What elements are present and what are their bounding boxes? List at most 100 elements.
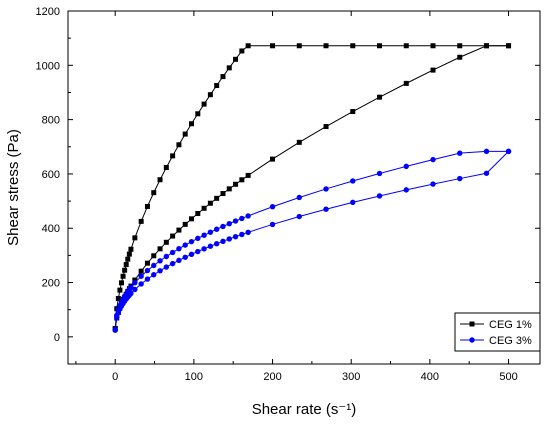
- data-point-circle: [403, 163, 409, 170]
- data-point-square: [220, 191, 226, 197]
- data-point-square: [138, 268, 144, 274]
- data-point-square: [403, 80, 409, 86]
- y-tick-label: 1000: [36, 60, 60, 72]
- data-point-circle: [163, 253, 170, 260]
- data-point-square: [132, 235, 138, 241]
- y-tick-label: 1200: [36, 6, 60, 18]
- data-point-square: [323, 43, 329, 49]
- data-point-circle: [245, 213, 251, 219]
- data-point-square: [457, 43, 463, 49]
- data-point-square: [151, 253, 157, 259]
- data-point-circle: [176, 245, 182, 252]
- data-point-square: [377, 43, 383, 49]
- data-point-square: [170, 153, 176, 159]
- legend-marker-circle: [469, 337, 475, 343]
- data-point-square: [182, 131, 188, 137]
- data-point-square: [195, 111, 201, 117]
- data-point-circle: [182, 254, 188, 260]
- data-point-circle: [505, 148, 512, 155]
- series-line-1-up: [114, 45, 509, 329]
- data-point-circle: [226, 220, 232, 227]
- data-point-square: [377, 94, 383, 100]
- data-point-square: [195, 210, 201, 216]
- data-point-circle: [115, 309, 122, 316]
- data-point-circle: [296, 213, 302, 220]
- data-point-circle: [232, 233, 239, 240]
- data-point-circle: [232, 218, 239, 224]
- data-point-circle: [132, 286, 138, 293]
- legend-label: CEG 1%: [489, 319, 532, 331]
- data-point-square: [226, 65, 232, 71]
- data-point-circle: [245, 229, 251, 236]
- data-point-circle: [323, 206, 329, 212]
- data-point-square: [430, 43, 436, 49]
- data-point-circle: [201, 246, 207, 252]
- data-point-square: [484, 43, 490, 49]
- data-point-square: [151, 190, 157, 196]
- data-point-circle: [169, 249, 176, 256]
- data-point-circle: [207, 243, 214, 249]
- series-line-1-down: [114, 45, 509, 329]
- data-point-circle: [188, 238, 195, 245]
- data-point-circle: [269, 204, 276, 210]
- data-point-square: [350, 43, 356, 49]
- data-point-circle: [226, 236, 232, 242]
- data-point-circle: [176, 257, 182, 264]
- data-point-square: [122, 267, 128, 273]
- data-point-square: [214, 195, 220, 201]
- data-point-square: [115, 295, 121, 301]
- data-point-square: [176, 142, 182, 148]
- data-point-circle: [296, 194, 302, 201]
- data-point-square: [239, 177, 245, 183]
- data-point-circle: [239, 231, 245, 238]
- data-point-circle: [128, 284, 134, 290]
- data-point-circle: [457, 175, 463, 182]
- data-point-square: [125, 256, 131, 262]
- data-point-square: [201, 205, 207, 211]
- data-point-square: [163, 165, 169, 171]
- y-tick-label: 200: [42, 278, 60, 290]
- data-point-circle: [483, 170, 490, 176]
- data-point-square: [270, 43, 276, 49]
- data-point-square: [207, 200, 213, 206]
- x-tick-label: 0: [112, 371, 118, 383]
- data-point-circle: [157, 258, 163, 264]
- data-point-square: [430, 67, 436, 73]
- data-point-square: [123, 262, 129, 268]
- data-point-circle: [269, 221, 276, 228]
- data-point-square: [163, 239, 169, 245]
- data-point-square: [220, 74, 226, 80]
- data-point-circle: [114, 314, 120, 321]
- data-point-square: [157, 246, 163, 252]
- data-point-square: [296, 139, 302, 145]
- data-point-square: [233, 56, 239, 62]
- data-point-square: [157, 177, 163, 183]
- data-point-circle: [430, 156, 436, 163]
- data-point-circle: [151, 262, 157, 269]
- data-point-square: [214, 83, 220, 89]
- data-point-square: [296, 43, 302, 49]
- data-point-square: [117, 287, 123, 293]
- data-point-circle: [163, 264, 170, 270]
- data-point-circle: [144, 267, 151, 274]
- series-line-2-down: [114, 151, 509, 331]
- legend-marker-square: [469, 321, 475, 327]
- data-point-square: [170, 233, 176, 239]
- x-tick-label: 500: [499, 371, 517, 383]
- data-point-square: [201, 101, 207, 107]
- data-point-circle: [323, 186, 329, 192]
- data-point-circle: [195, 248, 201, 255]
- data-point-square: [182, 221, 188, 227]
- data-point-circle: [213, 226, 220, 232]
- data-point-circle: [201, 232, 207, 238]
- data-point-circle: [195, 235, 201, 242]
- legend-box: [454, 312, 541, 352]
- x-tick-label: 100: [185, 371, 203, 383]
- plot-frame: [67, 10, 541, 365]
- data-point-circle: [220, 223, 226, 230]
- data-point-square: [226, 186, 232, 192]
- data-point-square: [207, 92, 213, 98]
- data-point-square: [457, 54, 463, 60]
